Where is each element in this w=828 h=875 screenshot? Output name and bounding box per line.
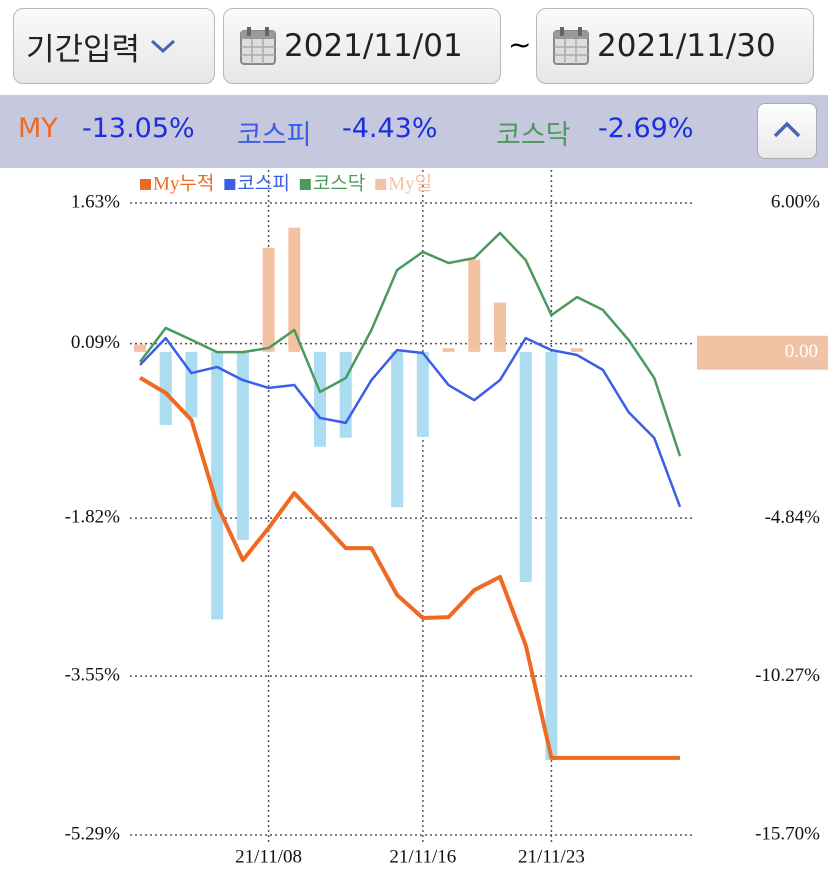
summary-bar: MY -13.05% 코스피 -4.43% 코스닥 -2.69% [0, 95, 828, 168]
y-tick-label: -1.82% [65, 506, 121, 527]
x-tick-label: 21/11/08 [235, 846, 302, 867]
y2-marker-box [697, 335, 828, 370]
y2-tick-label: -4.84% [765, 507, 821, 528]
legend-label: 코스닥 [313, 172, 365, 194]
bar [185, 351, 198, 418]
legend-label: My일 [388, 172, 432, 194]
chevron-up [773, 121, 801, 138]
start-date: 2021/11/01 [284, 28, 463, 64]
bar [339, 351, 352, 438]
chevron-down [151, 39, 176, 54]
toolbar: 기간입력 2021/11/01 ~ 2021/11/30 [0, 0, 828, 95]
legend-label: 코스피 [237, 172, 289, 194]
bar [288, 227, 301, 352]
summary-name: MY [18, 113, 58, 144]
bar [494, 302, 506, 352]
bar [314, 351, 326, 447]
legend-swatch [375, 179, 387, 190]
line [139, 231, 682, 457]
y-tick-label: 1.63% [71, 191, 120, 212]
legend-swatch [224, 179, 236, 190]
bar [236, 351, 249, 541]
start-date-button[interactable]: 2021/11/01 [223, 8, 501, 84]
summary-value: -13.05% [82, 113, 195, 144]
legend-swatch [140, 179, 151, 190]
period-dropdown[interactable]: 기간입력 [13, 8, 215, 84]
summary-name: 코스닥 [496, 120, 571, 151]
y-tick-label: 0.09% [71, 332, 120, 353]
y2-tick-label: 6.00% [771, 191, 820, 212]
y-tick-label: -5.29% [65, 823, 121, 844]
y2-marker-label: 0.00 [785, 341, 818, 362]
x-tick-label: 21/11/23 [518, 846, 585, 867]
bar [159, 351, 172, 425]
bar [416, 351, 429, 437]
bar [571, 348, 584, 352]
calendar-icon [240, 27, 276, 65]
date-separator: ~ [508, 28, 532, 61]
bar [519, 351, 532, 583]
period-label: 기간입력 [26, 31, 141, 68]
summary-value: -2.69% [598, 113, 694, 144]
x-tick-label: 21/11/16 [389, 846, 456, 867]
bar [134, 344, 146, 352]
y-tick-label: -3.55% [65, 664, 121, 685]
calendar-icon [553, 27, 589, 65]
bar [391, 351, 404, 508]
legend-label: My누적 [153, 172, 214, 194]
end-date: 2021/11/30 [597, 28, 776, 64]
legend-swatch [299, 179, 311, 190]
bar [545, 351, 558, 761]
y2-tick-label: -10.27% [755, 665, 820, 686]
line [139, 336, 682, 508]
bar [442, 348, 455, 352]
y2-tick-label: -15.70% [755, 823, 820, 844]
bar [211, 351, 224, 620]
line [138, 376, 680, 760]
collapse-button[interactable] [757, 103, 817, 159]
end-date-button[interactable]: 2021/11/30 [536, 8, 814, 84]
summary-name: 코스피 [237, 120, 312, 151]
summary-value: -4.43% [342, 113, 438, 144]
bar [468, 259, 481, 352]
bar [262, 247, 275, 352]
